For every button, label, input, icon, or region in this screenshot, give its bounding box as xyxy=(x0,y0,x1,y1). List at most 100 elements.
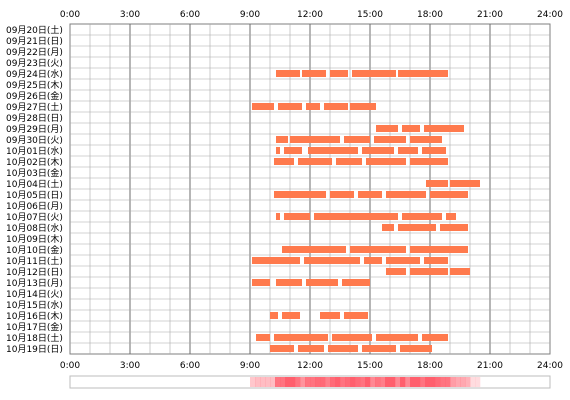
x-tick-label-top: 24:00 xyxy=(537,10,563,20)
row-label: 10月10日(金) xyxy=(6,244,63,256)
activity-bar xyxy=(362,147,394,154)
activity-bar xyxy=(344,136,370,143)
summary-density-cell xyxy=(355,377,361,387)
row-label: 10月16日(木) xyxy=(6,310,63,322)
grid xyxy=(70,24,550,354)
activity-bar xyxy=(306,103,320,110)
summary-density-cell xyxy=(450,377,456,387)
activity-bar xyxy=(424,257,448,264)
summary-density-cell xyxy=(255,377,261,387)
activity-bar xyxy=(342,279,370,286)
activity-bar xyxy=(398,70,448,77)
activity-bar xyxy=(422,147,446,154)
summary-density-cell xyxy=(250,377,256,387)
summary-density-cell xyxy=(345,377,351,387)
summary-density-cell xyxy=(390,377,396,387)
activity-bar xyxy=(302,70,326,77)
summary-density-cell xyxy=(340,377,346,387)
summary-density-cell xyxy=(455,377,461,387)
row-label: 10月01日(水) xyxy=(6,145,63,157)
activity-bar xyxy=(450,180,480,187)
activity-bar xyxy=(398,224,436,231)
activity-bar xyxy=(410,268,448,275)
x-tick-label-top: 18:00 xyxy=(417,10,443,20)
row-label: 10月03日(金) xyxy=(6,167,63,179)
activity-bar xyxy=(276,70,300,77)
x-tick-label-top: 6:00 xyxy=(180,10,200,20)
summary-density-cell xyxy=(445,377,451,387)
activity-bar xyxy=(410,246,468,253)
bars xyxy=(252,70,480,352)
row-label: 09月24日(水) xyxy=(6,68,63,80)
activity-bar xyxy=(282,246,346,253)
summary-density-cell xyxy=(395,377,401,387)
row-labels: 09月20日(土)09月21日(日)09月22日(月)09月23日(火)09月2… xyxy=(6,24,63,355)
row-label: 10月04日(土) xyxy=(6,178,63,190)
row-label: 10月05日(日) xyxy=(6,190,63,201)
activity-bar xyxy=(320,312,340,319)
activity-bar xyxy=(386,191,426,198)
activity-bar xyxy=(336,158,362,165)
activity-bar xyxy=(256,334,270,341)
row-label: 10月08日(水) xyxy=(6,222,63,234)
summary-density-cell xyxy=(265,377,271,387)
summary-density-cell xyxy=(305,377,311,387)
activity-bar xyxy=(450,268,470,275)
activity-bar xyxy=(304,257,360,264)
activity-bar xyxy=(284,147,302,154)
activity-bar xyxy=(290,136,340,143)
row-label: 09月21日(日) xyxy=(6,36,63,47)
activity-bar xyxy=(344,312,368,319)
activity-bar xyxy=(352,70,396,77)
activity-bar xyxy=(410,158,448,165)
activity-bar xyxy=(278,103,302,110)
summary-density-cell xyxy=(275,377,281,387)
x-tick-label-bottom: 21:00 xyxy=(477,361,503,371)
summary-density-cell xyxy=(350,377,356,387)
summary-density-cell xyxy=(380,377,386,387)
activity-bar xyxy=(376,125,398,132)
summary-density-cell xyxy=(470,377,476,387)
activity-bar xyxy=(276,213,280,220)
summary-density-cell xyxy=(435,377,441,387)
activity-bar xyxy=(306,279,338,286)
row-label: 09月22日(月) xyxy=(6,47,63,58)
summary-density-cell xyxy=(335,377,341,387)
activity-bar xyxy=(382,224,394,231)
x-tick-labels-bottom: 0:00 3:00 6:00 9:00 12:00 15:00 18:00 21:00 24:0… xyxy=(60,361,563,371)
activity-bar xyxy=(426,180,448,187)
summary-density-cell xyxy=(375,377,381,387)
activity-bar xyxy=(276,147,280,154)
row-label: 10月02日(木) xyxy=(6,156,63,168)
summary-density-cell xyxy=(270,377,276,387)
summary-density-cell xyxy=(425,377,431,387)
activity-bar xyxy=(274,191,326,198)
summary-density-cell xyxy=(420,377,426,387)
summary-density-cell xyxy=(280,377,286,387)
activity-bar xyxy=(252,279,270,286)
activity-bar xyxy=(362,345,396,352)
row-label: 09月27日(土) xyxy=(6,101,63,113)
activity-bar xyxy=(330,70,348,77)
summary-density-cell xyxy=(460,377,466,387)
summary-density-cell xyxy=(385,377,391,387)
summary-density-cell xyxy=(300,377,306,387)
row-label: 10月06日(月) xyxy=(6,201,63,212)
activity-bar xyxy=(270,345,294,352)
activity-bar xyxy=(424,125,464,132)
row-label: 10月12日(日) xyxy=(6,267,63,278)
activity-bar xyxy=(276,279,302,286)
row-label: 10月09日(木) xyxy=(6,233,63,245)
row-label: 09月25日(木) xyxy=(6,79,63,91)
x-tick-label-bottom: 18:00 xyxy=(417,361,443,371)
activity-bar xyxy=(330,191,354,198)
activity-bar xyxy=(350,103,376,110)
summary-density-strip xyxy=(250,377,481,387)
row-label: 09月30日(火) xyxy=(6,135,63,146)
summary-density-cell xyxy=(405,377,411,387)
activity-bar xyxy=(324,103,348,110)
activity-bar xyxy=(440,224,468,231)
activity-bar xyxy=(274,158,294,165)
x-tick-label-top: 3:00 xyxy=(120,10,140,20)
